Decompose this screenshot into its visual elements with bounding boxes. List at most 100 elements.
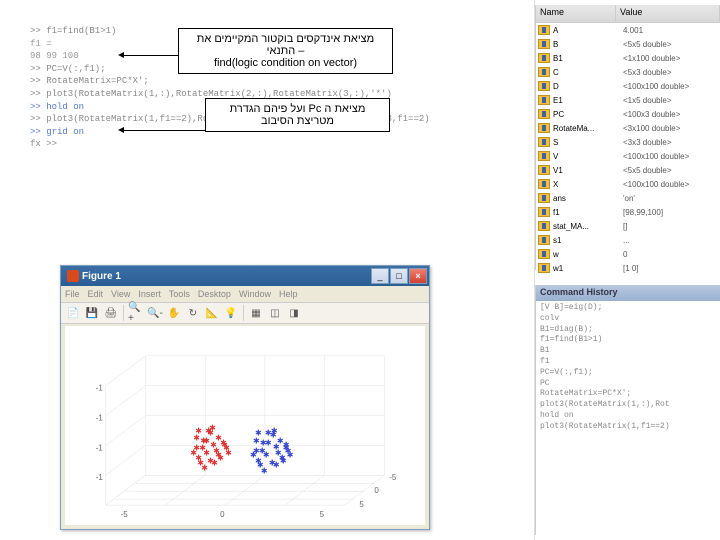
workspace-row[interactable]: B1<1x100 double> [536,51,720,65]
history-line[interactable]: B1 [540,346,716,357]
arrow [120,130,205,131]
history-title: Command History [536,285,720,301]
workspace-row[interactable]: A4.001 [536,23,720,37]
scatter-3d: -1 -1 -1 -1 -5 0 5 -5 0 5 ✱✱✱✱✱✱✱✱✱✱✱✱✱✱… [65,326,425,525]
svg-text:-5: -5 [121,510,129,519]
history-panel: Command History [V B]=eig(D); colv B1=di… [535,285,720,535]
pan-icon[interactable]: ✋ [165,304,183,322]
figure-window: Figure 1 _ □ × File Edit View Insert Too… [60,265,430,530]
workspace-row[interactable]: RotateMa...<3x100 double> [536,121,720,135]
workspace-rows: A4.001B<5x5 double>B1<1x100 double>C<5x3… [536,23,720,275]
workspace-row[interactable]: s1... [536,233,720,247]
print-icon[interactable]: 🖨 [102,304,120,322]
close-button[interactable]: × [409,268,427,284]
var-value: <1x100 double> [623,54,718,63]
var-value: [98,99,100] [623,208,718,217]
var-value: [] [623,222,718,231]
callout-text: find(logic condition on vector) [187,57,384,69]
dock-icon[interactable]: ◨ [285,304,303,322]
history-line[interactable]: plot3(RotateMatrix(1,:),Rot [540,400,716,411]
var-value: <3x100 double> [623,124,718,133]
workspace-row[interactable]: w0 [536,247,720,261]
var-name: w [553,250,623,259]
plot-area[interactable]: -1 -1 -1 -1 -5 0 5 -5 0 5 ✱✱✱✱✱✱✱✱✱✱✱✱✱✱… [65,326,425,525]
history-line[interactable]: plot3(RotateMatrix(1,f1==2) [540,422,716,433]
var-icon [538,137,550,147]
workspace-row[interactable]: f1[98,99,100] [536,205,720,219]
history-line[interactable]: PC=V(:,f1); [540,368,716,379]
zoomout-icon[interactable]: 🔍- [146,304,164,322]
history-body[interactable]: [V B]=eig(D); colv B1=diag(B); f1=find(B… [536,301,720,435]
history-line[interactable]: f1 [540,357,716,368]
workspace-row[interactable]: PC<100x3 double> [536,107,720,121]
colorbar-icon[interactable]: ▦ [247,304,265,322]
workspace-row[interactable]: V1<5x5 double> [536,163,720,177]
var-value: <100x100 double> [623,180,718,189]
brush-icon[interactable]: 💡 [222,304,240,322]
menu-tools[interactable]: Tools [169,289,190,299]
data-point: ✱ [283,443,290,452]
workspace-row[interactable]: w1[1 0] [536,261,720,275]
var-name: s1 [553,236,623,245]
workspace-row[interactable]: S<3x3 double> [536,135,720,149]
history-line[interactable]: colv [540,314,716,325]
data-point: ✱ [259,446,266,455]
data-point: ✱ [271,426,278,435]
history-line[interactable]: f1=find(B1>1) [540,335,716,346]
menu-window[interactable]: Window [239,289,271,299]
var-icon [538,207,550,217]
svg-text:-1: -1 [96,473,104,482]
var-icon [538,81,550,91]
var-value: 4.001 [623,26,718,35]
workspace-row[interactable]: stat_MA...[] [536,219,720,233]
workspace-header[interactable]: Name Value [536,5,720,23]
var-icon [538,95,550,105]
var-name: B1 [553,54,623,63]
workspace-row[interactable]: B<5x5 double> [536,37,720,51]
datatip-icon[interactable]: 📐 [203,304,221,322]
menu-help[interactable]: Help [279,289,298,299]
cw-line: >> PC=V(:,f1); [30,64,106,74]
var-name: ans [553,194,623,203]
history-line[interactable]: hold on [540,411,716,422]
maximize-button[interactable]: □ [390,268,408,284]
workspace-row[interactable]: ans'on' [536,191,720,205]
ws-col-value[interactable]: Value [616,5,720,22]
menu-desktop[interactable]: Desktop [198,289,231,299]
data-point: ✱ [207,456,214,465]
new-icon[interactable]: 📄 [64,304,82,322]
history-line[interactable]: B1=diag(B); [540,325,716,336]
menu-insert[interactable]: Insert [138,289,161,299]
svg-text:-5: -5 [389,473,397,482]
zoomin-icon[interactable]: 🔍+ [127,304,145,322]
var-value: <3x3 double> [623,138,718,147]
var-name: f1 [553,208,623,217]
save-icon[interactable]: 💾 [83,304,101,322]
menu-view[interactable]: View [111,289,130,299]
var-name: B [553,40,623,49]
svg-text:5: 5 [320,510,325,519]
figure-titlebar[interactable]: Figure 1 _ □ × [61,266,429,286]
history-line[interactable]: RotateMatrix=PC*X'; [540,389,716,400]
workspace-row[interactable]: X<100x100 double> [536,177,720,191]
menu-file[interactable]: File [65,289,80,299]
var-icon [538,53,550,63]
ws-col-name[interactable]: Name [536,5,616,22]
workspace-row[interactable]: V<100x100 double> [536,149,720,163]
callout-text: מטריצת הסיבוב [214,115,381,127]
menu-edit[interactable]: Edit [88,289,104,299]
history-line[interactable]: PC [540,379,716,390]
history-line[interactable]: [V B]=eig(D); [540,303,716,314]
minimize-button[interactable]: _ [371,268,389,284]
rotate-icon[interactable]: ↻ [184,304,202,322]
figure-menubar[interactable]: File Edit View Insert Tools Desktop Wind… [61,286,429,302]
matlab-icon [67,270,79,282]
var-icon [538,235,550,245]
workspace-row[interactable]: C<5x3 double> [536,65,720,79]
workspace-row[interactable]: D<100x100 double> [536,79,720,93]
workspace-row[interactable]: E1<1x5 double> [536,93,720,107]
var-value: <100x100 double> [623,82,718,91]
legend-icon[interactable]: ◫ [266,304,284,322]
var-icon [538,151,550,161]
var-value: 'on' [623,194,718,203]
